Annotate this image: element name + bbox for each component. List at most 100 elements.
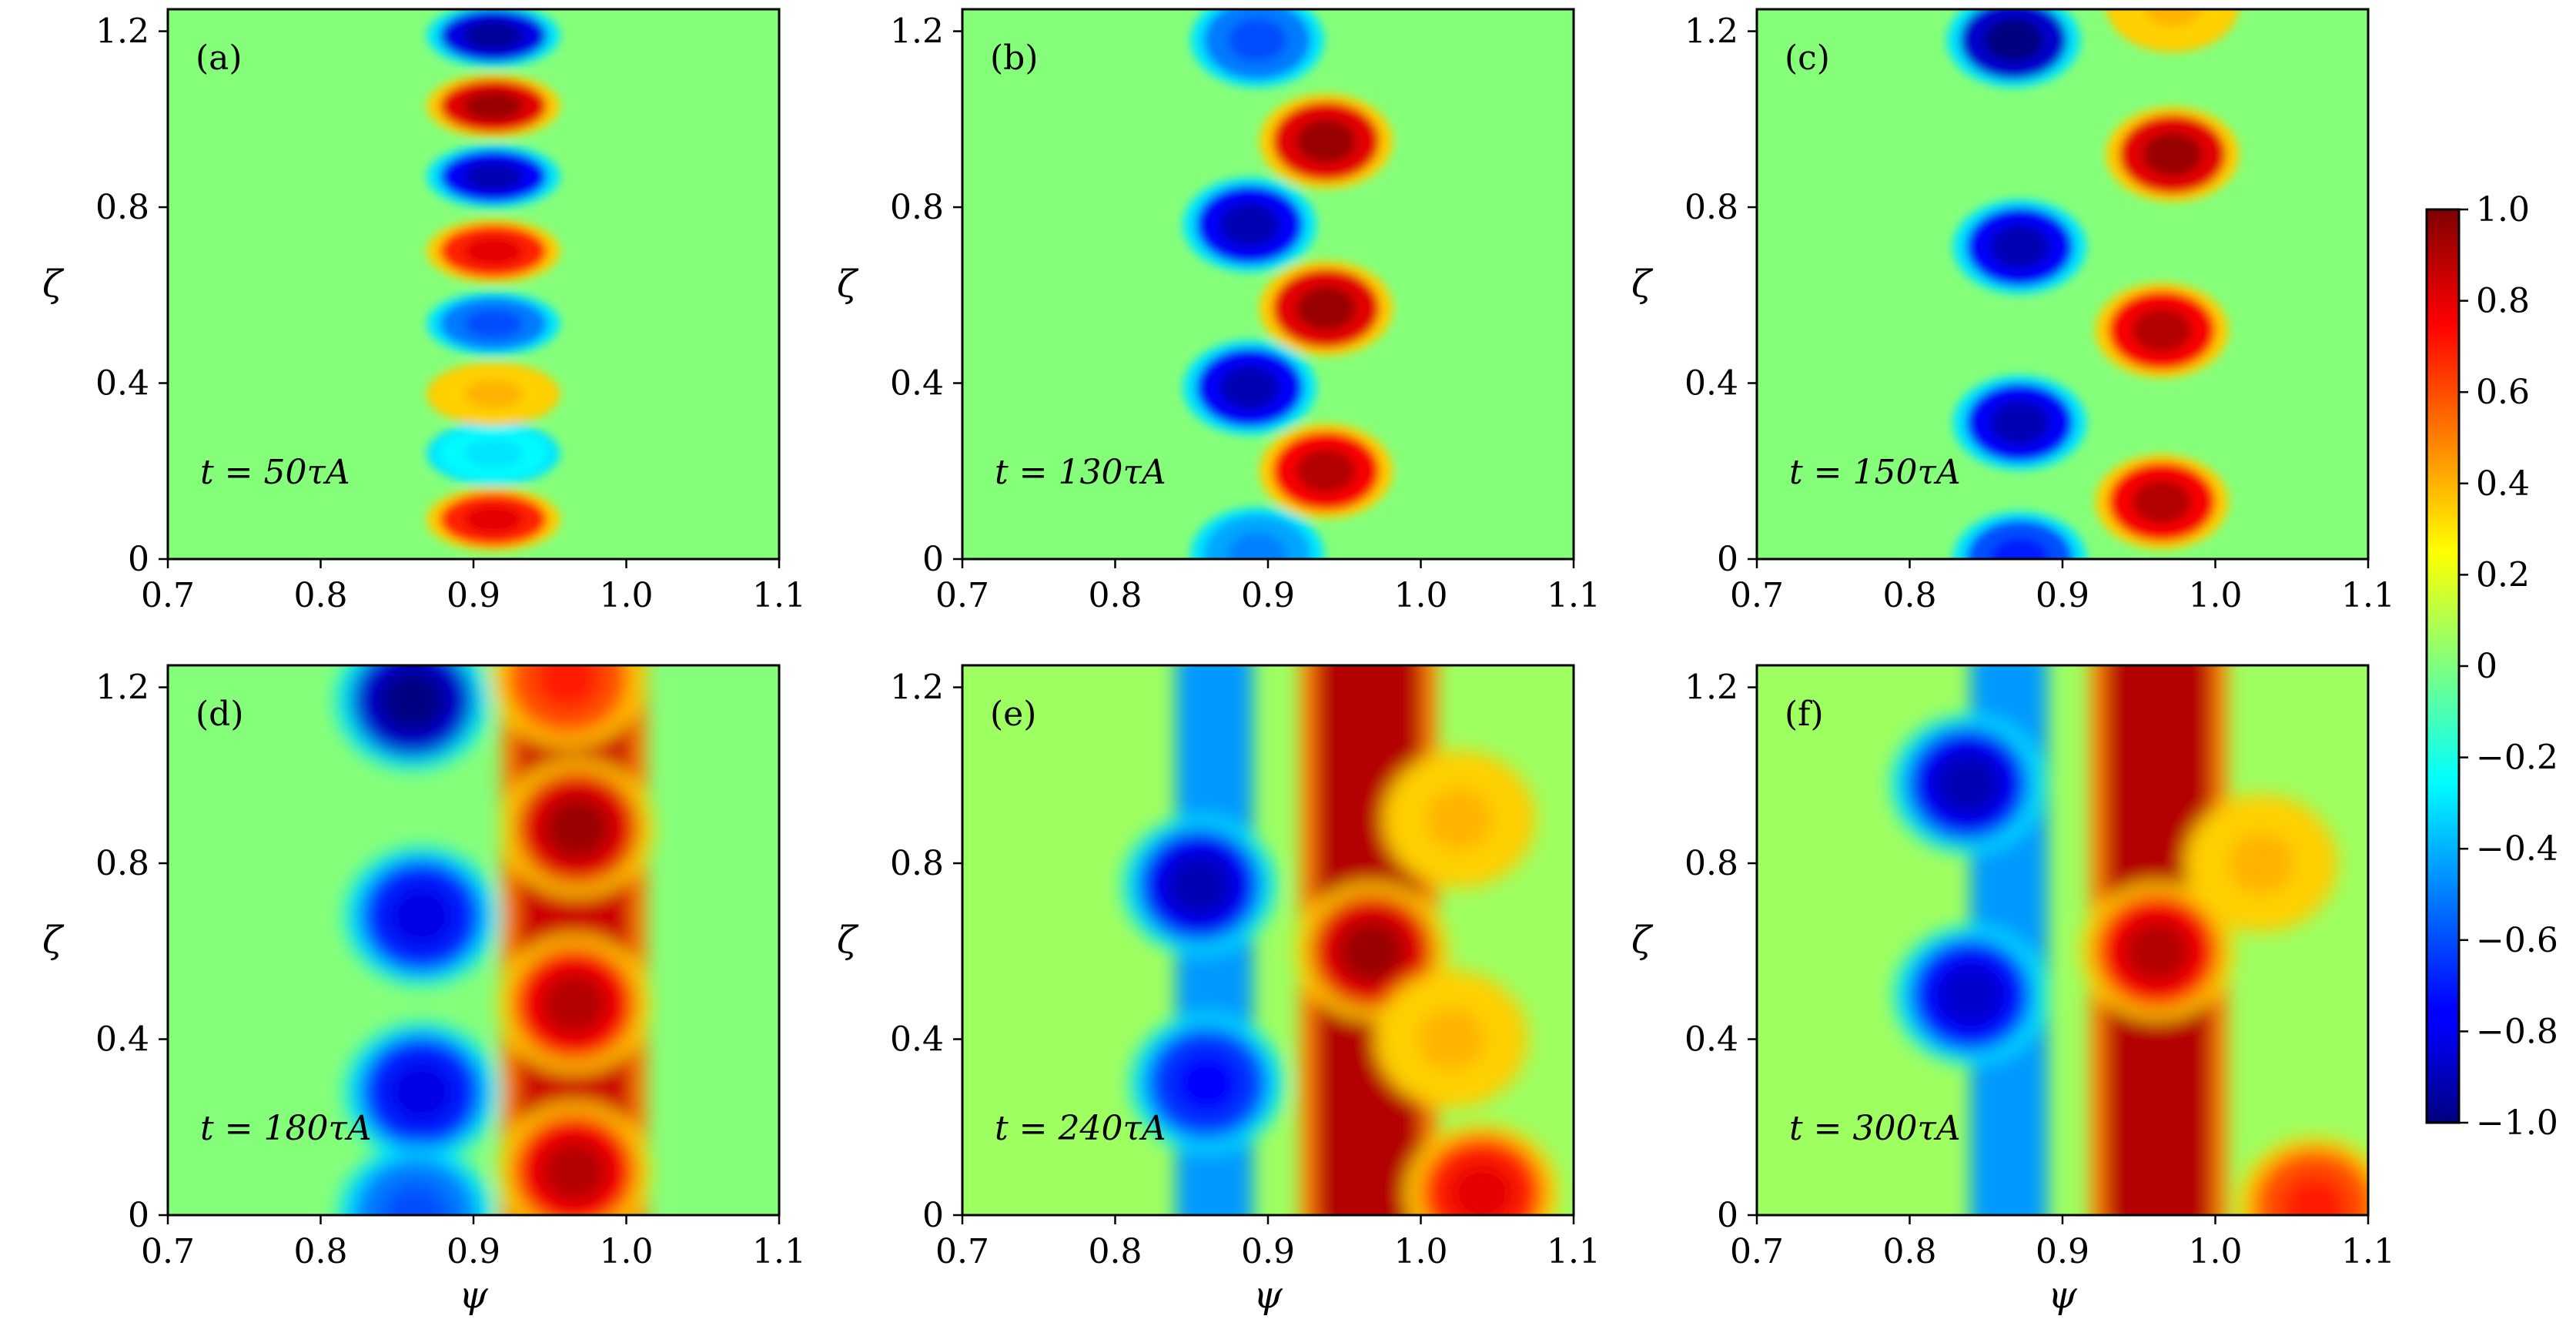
- panel-d: 0.7 0.8 0.9 1.0 1.1 0 0.4 0.8 1.2 ζ ψ (d) t = 180τA: [42, 664, 806, 1317]
- structure-core: [463, 439, 524, 468]
- structure-core: [1990, 400, 2049, 445]
- colorbar-tick-label: 1.0: [2476, 190, 2530, 229]
- y-tick-label: 0: [128, 1196, 149, 1235]
- colorbar-tick-label: 0.4: [2476, 464, 2530, 504]
- panel-c: 0.7 0.8 0.9 1.0 1.1 0 0.4 0.8 1.2 ζ (c) t = 150τA: [1631, 8, 2395, 615]
- y-tick-label: 0.8: [1684, 844, 1738, 883]
- x-tick-label: 1.0: [2189, 576, 2243, 615]
- structure-core: [2227, 832, 2295, 895]
- x-tick-label: 1.1: [2341, 576, 2395, 615]
- y-tick-label: 0.8: [95, 844, 149, 883]
- x-tick-label: 0.8: [1883, 1232, 1937, 1271]
- panel-label: (c): [1785, 39, 1830, 78]
- y-axis-label: ζ: [1631, 919, 1654, 962]
- structure-core: [2280, 1174, 2349, 1215]
- panel-e: 0.7 0.8 0.9 1.0 1.1 0 0.4 0.8 1.2 ζ ψ (e) t = 240τA: [837, 664, 1601, 1317]
- x-tick-label: 0.8: [1883, 576, 1937, 615]
- y-tick-label: 0: [922, 1196, 944, 1235]
- y-axis-label: ζ: [42, 919, 65, 962]
- x-tick-label: 0.9: [1241, 576, 1295, 615]
- panel-label: (f): [1785, 695, 1824, 734]
- structure-core: [1934, 752, 2002, 816]
- x-tick-label: 1.1: [752, 576, 806, 615]
- x-tick-label: 0.9: [1241, 1232, 1295, 1271]
- panel-f: 0.7 0.8 0.9 1.0 1.1 0 0.4 0.8 1.2 ζ ψ (f) t = 300τA: [1631, 664, 2395, 1317]
- y-tick-label: 1.2: [1684, 12, 1738, 52]
- colorbar-tick-label: −0.6: [2476, 921, 2558, 960]
- structure-core: [1173, 1051, 1241, 1115]
- structure-core: [1166, 853, 1233, 917]
- structure-core: [387, 1060, 456, 1123]
- structure-core: [463, 91, 524, 121]
- structure-core: [2123, 919, 2191, 983]
- y-tick-label: 0.8: [890, 844, 944, 883]
- positive-structure: [2119, 9, 2226, 45]
- structure-core: [540, 972, 608, 1036]
- structure-core: [1296, 449, 1356, 494]
- structure-core: [1296, 119, 1356, 163]
- panel-label: (a): [196, 39, 243, 78]
- x-axis-label: ψ: [459, 1274, 489, 1317]
- heatmap-field: [1122, 665, 1559, 1215]
- colorbar-tick-label: −0.2: [2476, 738, 2558, 778]
- time-label: t = 180τA: [200, 1109, 372, 1148]
- x-tick-label: 0.8: [1089, 576, 1142, 615]
- y-axis-label: ζ: [837, 919, 859, 962]
- structure-core: [1937, 963, 2005, 1027]
- panel-label: (e): [990, 695, 1036, 734]
- x-tick-label: 1.1: [2341, 1232, 2395, 1271]
- y-tick-label: 0: [922, 540, 944, 579]
- panel-label: (b): [990, 39, 1039, 78]
- panel-label: (d): [196, 695, 244, 734]
- heatmap-field: [336, 665, 654, 1215]
- x-tick-label: 0.7: [1730, 1232, 1784, 1271]
- time-label: t = 240τA: [995, 1109, 1166, 1148]
- structure-core: [1990, 537, 2049, 559]
- x-tick-label: 0.7: [935, 576, 989, 615]
- structure-core: [463, 162, 524, 191]
- x-tick-label: 1.0: [600, 576, 654, 615]
- x-tick-label: 0.8: [294, 576, 348, 615]
- x-tick-label: 1.1: [1547, 576, 1601, 615]
- time-label: t = 130τA: [995, 453, 1166, 492]
- structure-core: [1448, 1161, 1516, 1215]
- structure-core: [2143, 9, 2202, 27]
- structure-core: [2143, 132, 2203, 176]
- structure-core: [463, 504, 524, 534]
- x-tick-label: 1.0: [2189, 1232, 2243, 1271]
- structure-core: [2132, 308, 2192, 353]
- structure-core: [378, 668, 447, 732]
- x-tick-label: 1.0: [600, 1232, 654, 1271]
- y-tick-label: 0.4: [95, 364, 149, 403]
- heatmap-background: [1757, 9, 2368, 559]
- colorbar-tick-label: −0.8: [2476, 1012, 2558, 1051]
- heatmap-field: [1183, 9, 1393, 559]
- structure-core: [1219, 203, 1280, 247]
- y-tick-label: 1.2: [1684, 668, 1738, 708]
- y-tick-label: 0: [1717, 1196, 1738, 1235]
- y-tick-label: 1.2: [890, 12, 944, 52]
- colorbar: 1.0 0.8 0.6 0.4 0.2 0 −0.2 −0.4 −0.6 −0.8 −1.0: [2425, 190, 2558, 1143]
- structure-core: [1296, 286, 1356, 330]
- x-tick-label: 1.1: [752, 1232, 806, 1271]
- y-tick-label: 1.2: [95, 12, 149, 52]
- y-tick-label: 0.4: [890, 1020, 944, 1060]
- colorbar-tick-label: −1.0: [2476, 1103, 2558, 1143]
- y-tick-label: 0: [1717, 540, 1738, 579]
- y-axis-label: ζ: [837, 263, 859, 306]
- structure-core: [387, 884, 456, 948]
- y-tick-label: 0.4: [95, 1020, 149, 1060]
- structure-core: [1227, 18, 1287, 62]
- structure-core: [534, 665, 602, 710]
- y-tick-label: 0: [128, 540, 149, 579]
- structure-core: [463, 236, 524, 266]
- x-tick-label: 0.7: [141, 1232, 195, 1271]
- structure-core: [463, 309, 524, 339]
- x-tick-label: 0.8: [294, 1232, 348, 1271]
- structure-core: [463, 379, 524, 409]
- heatmap-field: [426, 9, 560, 551]
- colorbar-tick-label: −0.4: [2476, 829, 2558, 869]
- heatmap-field: [1946, 9, 2240, 559]
- y-tick-label: 1.2: [890, 668, 944, 708]
- structure-core: [2132, 480, 2192, 524]
